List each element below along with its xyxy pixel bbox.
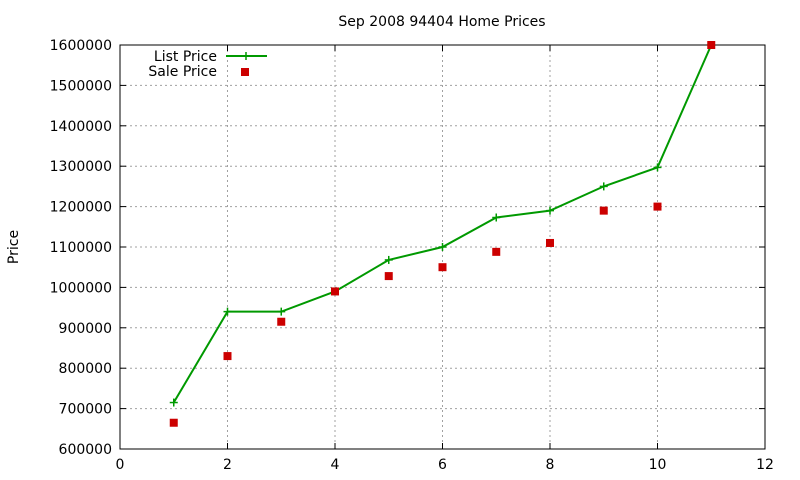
list-price-point (384, 255, 393, 264)
chart-title: Sep 2008 94404 Home Prices (338, 14, 545, 30)
list-price-point (653, 163, 662, 172)
axes: 0 2 4 6 8 10 12 600000 700000 800000 900000 1000000… (50, 38, 774, 473)
y-tick-label: 1200000 (50, 200, 112, 216)
y-axis-label: Price (6, 230, 22, 264)
sale-price-point (599, 206, 608, 215)
x-tick-label: 10 (649, 457, 667, 473)
x-tick-label: 4 (331, 457, 340, 473)
x-tick-label: 6 (438, 457, 447, 473)
x-tick-label: 2 (223, 457, 232, 473)
list-price-point (169, 398, 178, 407)
x-tick-label: 8 (546, 457, 555, 473)
list-price-point (223, 307, 232, 316)
legend-marker-list-price (242, 52, 250, 60)
sale-price-point (277, 317, 286, 326)
y-tick-label: 1500000 (50, 78, 112, 94)
legend-label-list-price: List Price (154, 49, 217, 65)
sale-price-point (707, 41, 716, 49)
sale-price-point (492, 247, 501, 256)
y-tick-label: 1000000 (50, 280, 112, 296)
sale-price-point (223, 352, 232, 361)
legend-marker-sale-price (241, 68, 249, 76)
legend-label-sale-price: Sale Price (148, 64, 217, 80)
y-tick-label: 700000 (59, 402, 112, 418)
series (169, 41, 716, 427)
list-price-point (438, 243, 447, 251)
y-tick-label: 1400000 (50, 119, 112, 135)
sale-price-point (331, 287, 339, 296)
sale-price-point (438, 263, 447, 272)
y-tick-label: 800000 (59, 361, 112, 377)
sale-price-point (546, 238, 554, 247)
y-tick-label: 600000 (59, 442, 112, 458)
x-tick-label: 0 (116, 457, 125, 473)
y-tick-label: 1100000 (50, 240, 112, 256)
list-price-point (277, 307, 286, 316)
list-price-point (546, 206, 554, 215)
sale-price-point (653, 202, 662, 211)
y-tick-label: 1600000 (50, 38, 112, 54)
list-price-point (492, 213, 501, 222)
list-price-line (172, 44, 713, 404)
sale-price-point (169, 418, 178, 427)
list-price-point (599, 182, 608, 191)
y-tick-label: 900000 (59, 321, 112, 337)
sale-price-point (384, 272, 393, 281)
x-tick-label: 12 (756, 457, 774, 473)
y-tick-label: 1300000 (50, 159, 112, 175)
